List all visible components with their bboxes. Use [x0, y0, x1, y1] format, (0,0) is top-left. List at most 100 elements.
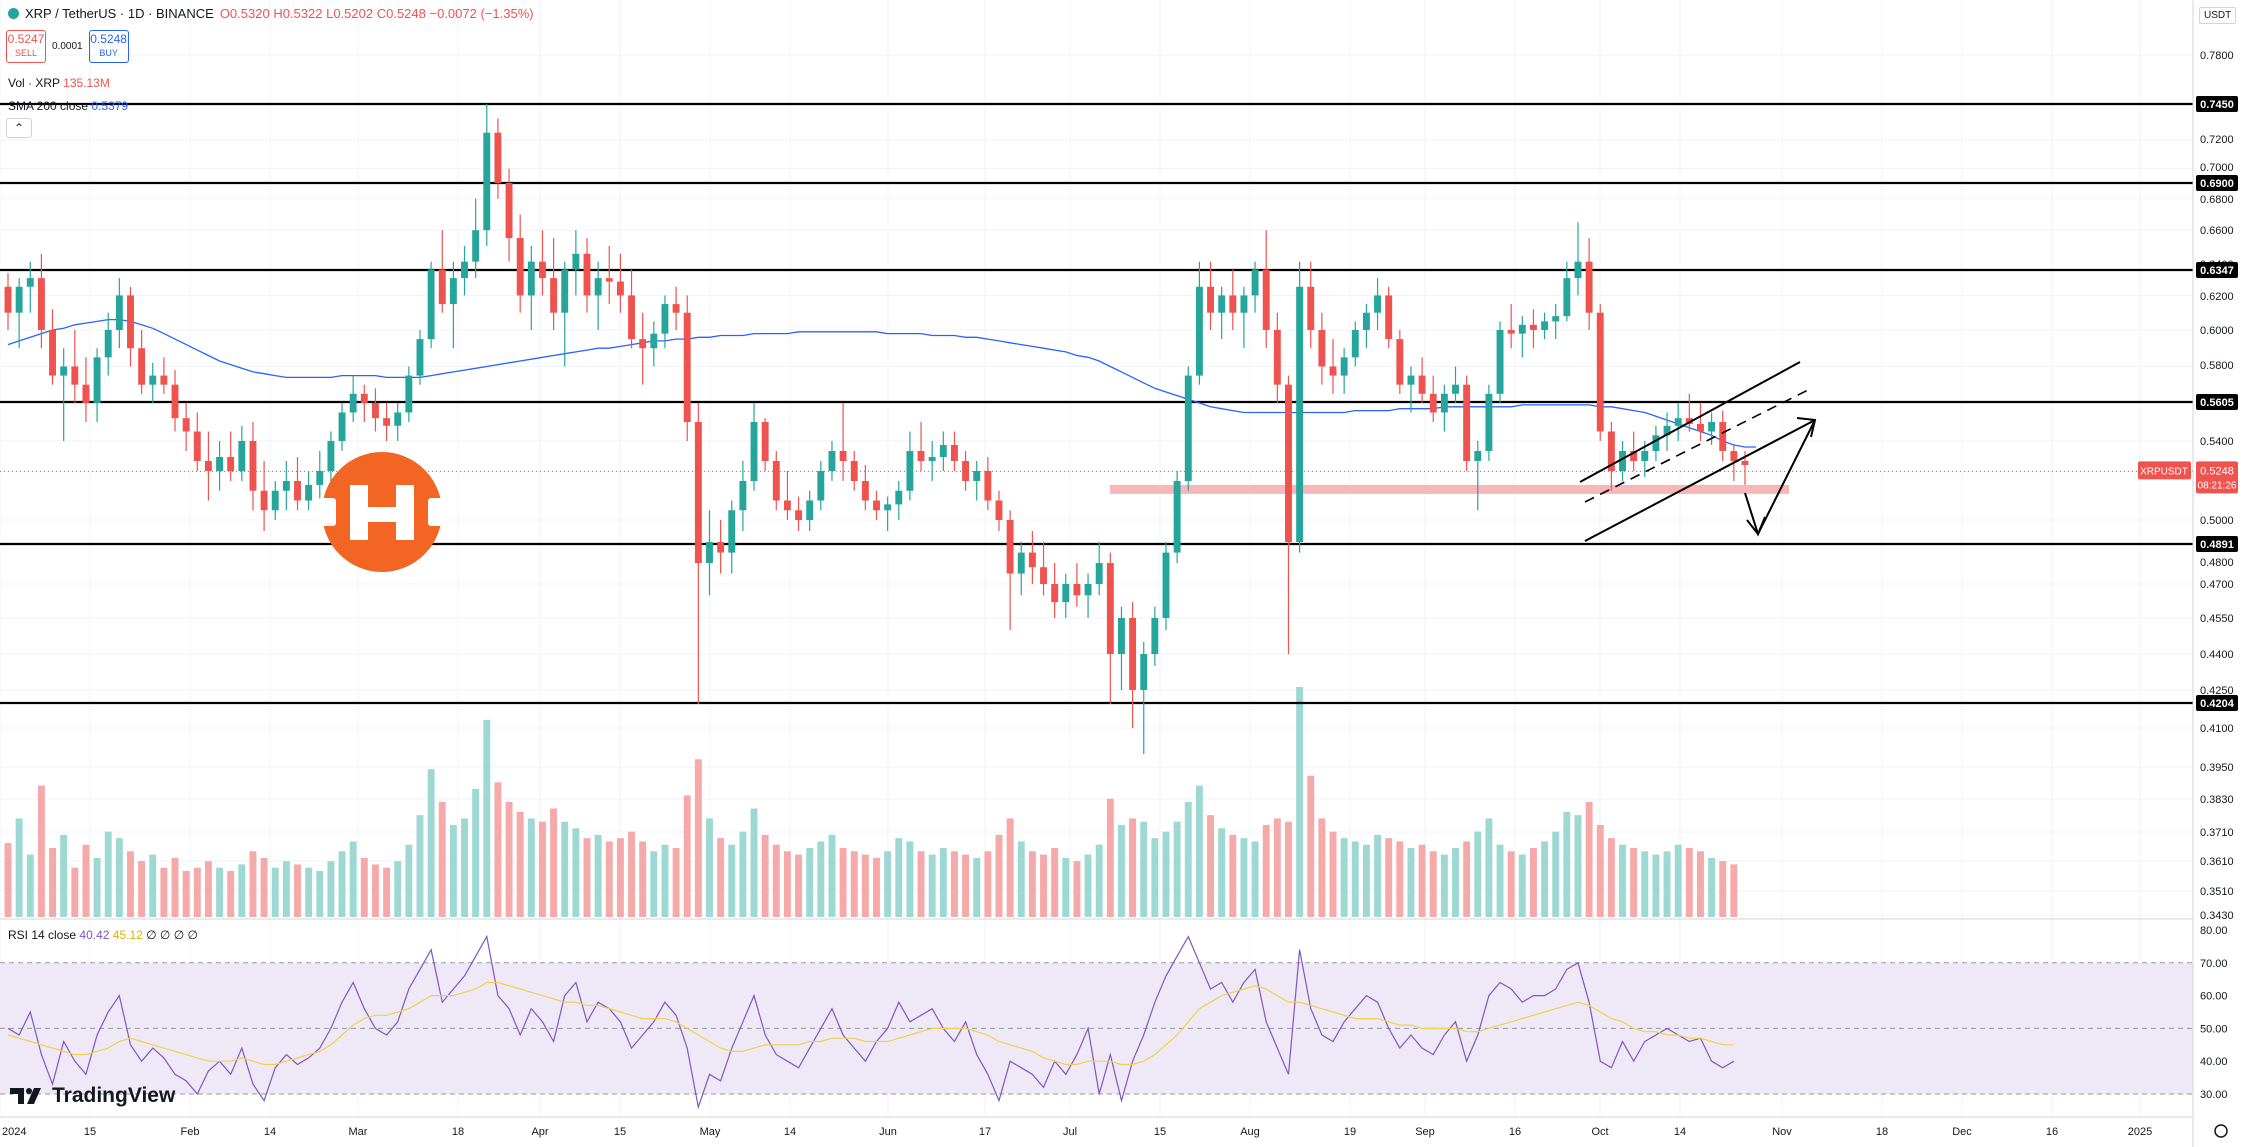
candle [884, 496, 892, 532]
support-zone [1110, 484, 1789, 494]
candle [1452, 366, 1459, 403]
candle-body [550, 278, 558, 313]
candle-body [850, 461, 858, 481]
candle-body [583, 253, 591, 296]
sma-value: 0.5379 [91, 99, 129, 113]
date-tick-label: Sep [1415, 1126, 1435, 1138]
candle [527, 245, 535, 330]
symbol-title[interactable]: XRP / TetherUS · 1D · BINANCE [25, 6, 214, 21]
candle [772, 451, 780, 511]
candle [1140, 642, 1148, 754]
volume-bar [873, 857, 880, 917]
candle-body [93, 357, 101, 403]
price-axis[interactable]: 0.78000.72000.70000.68000.66000.64000.62… [2138, 0, 2249, 1147]
volume-bar [327, 861, 335, 917]
candle-body [1518, 324, 1526, 334]
tradingview-icon [10, 1088, 41, 1104]
candle [873, 490, 880, 520]
sma-legend[interactable]: SMA 200 close 0.5379 [8, 99, 128, 113]
candle [605, 245, 613, 305]
volume-bar [639, 841, 647, 917]
candle [1674, 402, 1682, 441]
volume-bar [193, 867, 201, 917]
candle [383, 402, 391, 441]
price-tick-label: 0.3830 [2200, 794, 2234, 806]
candle [839, 402, 847, 481]
channel-drawings[interactable] [1579, 361, 1817, 542]
candle-body [1240, 295, 1248, 313]
candle [104, 312, 112, 376]
brand-name: TradingView [52, 1084, 176, 1107]
candle-body [605, 278, 613, 282]
volume-bar [628, 831, 635, 917]
date-tick-label: 2025 [2128, 1126, 2152, 1138]
candle-body [71, 366, 79, 385]
candle [1630, 431, 1638, 471]
volume-bar [1084, 854, 1092, 917]
candle [1006, 510, 1014, 630]
candle-body [316, 471, 324, 485]
candle [327, 431, 335, 481]
volume-bar [995, 834, 1003, 917]
candle [639, 312, 647, 385]
candle [394, 402, 402, 441]
candle-body [1374, 295, 1382, 313]
candle-body [806, 500, 814, 520]
volume-bar [82, 844, 90, 917]
symbol-header: XRP / TetherUS · 1D · BINANCE O0.5320 H0… [8, 6, 534, 21]
volume-legend[interactable]: Vol · XRP 135.13M [8, 76, 110, 90]
volume-bar [1362, 844, 1370, 917]
tradingview-logo[interactable]: TradingView [10, 1084, 175, 1108]
candle-body [1173, 481, 1181, 553]
candle [260, 461, 268, 532]
candle-body [505, 183, 513, 239]
candle-body [127, 295, 134, 349]
volume-bar [260, 857, 268, 917]
volume-bar [939, 848, 947, 917]
candle-body [828, 451, 836, 471]
candle [483, 104, 491, 246]
candle-body [1106, 563, 1114, 654]
candle-body [1674, 418, 1682, 426]
volume-bar [1006, 818, 1014, 917]
volume-bar [1418, 844, 1426, 917]
candle-body [962, 461, 970, 481]
volume-bar [1307, 775, 1315, 917]
volume-bar [371, 864, 379, 917]
sell-label: SELL [14, 48, 38, 58]
level-price-label: 0.4891 [2200, 539, 2234, 551]
volume-bar [1574, 815, 1582, 917]
level-price-tag [2196, 695, 2238, 711]
volume-bar [1318, 818, 1326, 917]
sell-button[interactable]: 0.5247 SELL [6, 30, 46, 63]
volume-bar [127, 851, 134, 917]
candle [739, 461, 747, 532]
candle-body [783, 500, 791, 511]
candle [650, 321, 658, 367]
candle-body [1474, 451, 1482, 461]
candle-body [1140, 654, 1148, 690]
volume-bar [271, 867, 279, 917]
level-price-label: 0.5605 [2200, 397, 2234, 409]
candle [616, 253, 624, 313]
horizontal-levels[interactable] [0, 102, 2193, 705]
candle-body [49, 330, 56, 376]
volume-bar [1218, 828, 1226, 917]
candle [795, 496, 803, 532]
currency-selector[interactable]: USDT [2199, 7, 2237, 24]
date-tick-label: 15 [614, 1126, 626, 1138]
volume-bar [594, 834, 602, 917]
time-axis[interactable]: 2024 15 Feb 14 Mar 18 Apr 15 May 14 Jun 17 Jul 15 Aug 1… [2, 1126, 2152, 1138]
gear-icon [2214, 1124, 2228, 1138]
date-tick-label: 16 [1509, 1126, 1521, 1138]
volume-bar [1040, 854, 1047, 917]
collapse-legend-button[interactable]: ⌃ [6, 118, 32, 138]
channel-mid-line [1584, 389, 1809, 503]
candle [49, 309, 56, 385]
candle [1507, 304, 1515, 349]
buy-button[interactable]: 0.5248 BUY [88, 30, 129, 63]
candle [1195, 261, 1203, 385]
candle [182, 402, 190, 451]
rsi-legend[interactable]: RSI 14 close 40.42 45.12 ∅ ∅ ∅ ∅ [8, 928, 198, 942]
